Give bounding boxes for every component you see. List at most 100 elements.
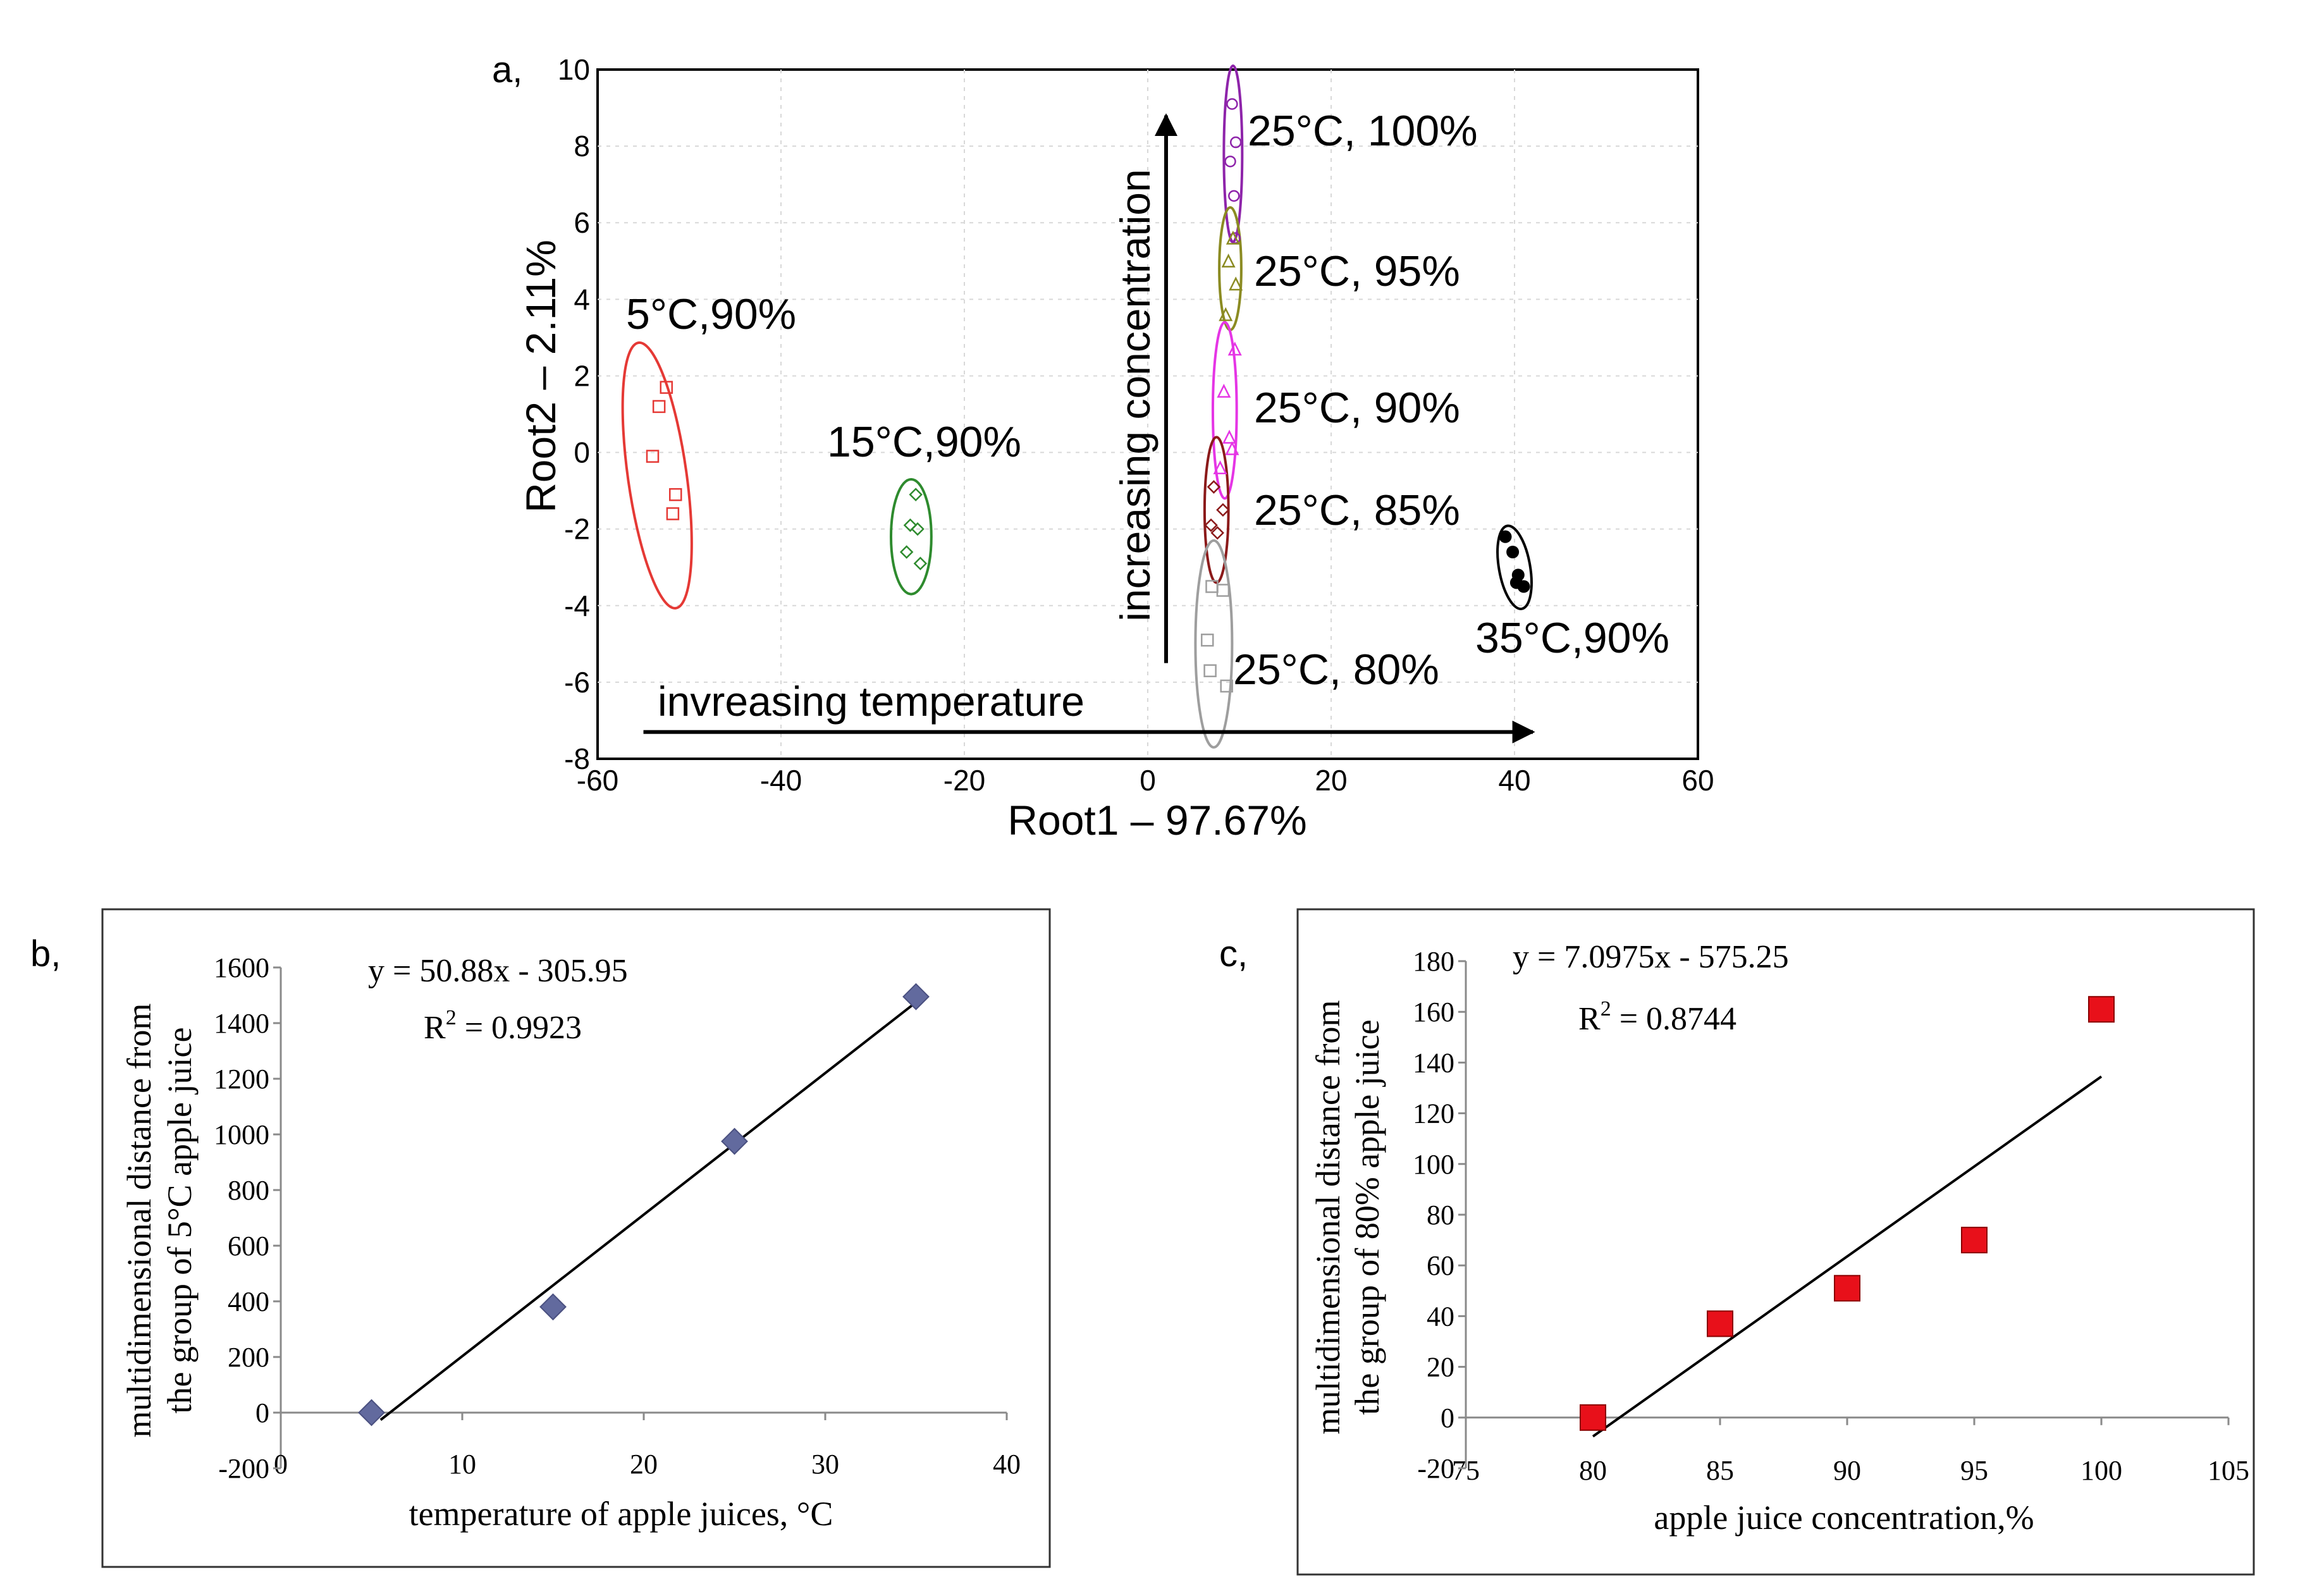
panel-a-points xyxy=(646,98,1530,693)
panel-c-r2-sup: 2 xyxy=(1601,997,1611,1021)
group-ellipse-4 xyxy=(1211,321,1238,500)
panel-b-r2-label: R xyxy=(424,1010,446,1046)
panel-a-y-tick-label: -6 xyxy=(564,666,590,699)
panel-b-axes xyxy=(280,967,1007,1468)
panel-c-r2-value: = 0.8744 xyxy=(1611,1001,1736,1037)
b-y-tick-label: -200 xyxy=(218,1453,269,1484)
c-y-tick-label: 140 xyxy=(1413,1047,1454,1078)
group-6-point xyxy=(1220,679,1233,693)
group-4-point xyxy=(1222,429,1237,444)
c-x-tick-label: 105 xyxy=(2208,1455,2249,1486)
c-y-tick-label: -20 xyxy=(1417,1453,1454,1484)
group-0-point xyxy=(652,400,666,414)
c-x-tick-label: 90 xyxy=(1833,1455,1861,1486)
panel-b-x-ticks: 0 10 20 30 40 xyxy=(274,1413,1021,1480)
panel-c-r2-label: R xyxy=(1578,1001,1601,1037)
panel-b-x-axis-title: temperature of apple juices, °C xyxy=(409,1495,833,1533)
b-y-tick-label: 1600 xyxy=(214,952,269,983)
panel-c-x-ticks: 75 80 85 90 95 100 105 xyxy=(1452,1417,2249,1486)
b-y-tick-label: 1200 xyxy=(214,1064,269,1095)
panel-c-outer-frame xyxy=(1296,908,2255,1576)
group-2-point xyxy=(1229,136,1242,149)
panel-b-equation: y = 50.88x - 305.95 xyxy=(368,953,628,989)
c-data-point xyxy=(1961,1227,1988,1254)
panel-c-r-squared: R2 = 0.8744 xyxy=(1578,997,1736,1037)
b-data-point xyxy=(902,983,930,1010)
panel-b-label: b, xyxy=(30,933,61,974)
group-label-4: 25°C, 90% xyxy=(1254,384,1460,432)
group-1-point xyxy=(899,545,914,559)
group-label-3: 25°C, 95% xyxy=(1254,247,1460,295)
b-y-tick-label: 0 xyxy=(255,1397,269,1428)
c-y-tick-label: 100 xyxy=(1413,1149,1454,1180)
panel-b-outer-frame xyxy=(101,908,1051,1568)
c-data-point xyxy=(2088,996,2115,1023)
panel-b-r2-sup: 2 xyxy=(446,1006,457,1029)
group-4-point xyxy=(1213,460,1227,475)
panel-c-label: c, xyxy=(1219,933,1248,974)
panel-c-x-axis-title: apple juice concentration,% xyxy=(1654,1499,2034,1537)
panel-c-y-ticks: -20 0 20 40 60 80 100 120 140 160 180 xyxy=(1413,946,1466,1484)
panel-a-x-tick-label: -60 xyxy=(577,764,618,797)
panel-a-x-tick-label: -20 xyxy=(943,764,985,797)
panel-a-y-tick-label: 0 xyxy=(574,436,590,469)
panel-a-x-tick-label: 60 xyxy=(1681,764,1714,797)
group-0-point xyxy=(646,450,660,463)
panel-a: a, invreasing temperature increasing conc… xyxy=(492,49,1714,844)
group-3-point xyxy=(1219,307,1233,321)
panel-a-y-tick-label: -8 xyxy=(564,742,590,775)
arrow-label-concentration: increasing concentration xyxy=(1112,169,1158,621)
panel-c-trendline xyxy=(1592,1075,2103,1438)
group-1-point xyxy=(909,488,923,501)
group-ellipse-1 xyxy=(890,477,933,596)
group-3-point xyxy=(1226,230,1240,245)
c-x-tick-label: 100 xyxy=(2080,1455,2122,1486)
group-label-7: 35°C,90% xyxy=(1475,614,1669,662)
panel-a-x-tick-label: 0 xyxy=(1140,764,1156,797)
panel-c-y-axis-title-line1: multidimensional distance from xyxy=(1309,1000,1347,1435)
group-label-2: 25°C, 100% xyxy=(1248,107,1478,155)
b-x-tick-label: 40 xyxy=(993,1449,1021,1480)
panel-a-label: a, xyxy=(492,49,522,90)
panel-c-points xyxy=(1580,996,2115,1431)
group-3-point xyxy=(1229,276,1243,291)
panel-b-r2-value: = 0.9923 xyxy=(457,1010,582,1046)
c-x-tick-label: 80 xyxy=(1579,1455,1607,1486)
group-ellipse-2 xyxy=(1222,64,1244,243)
panel-a-arrows: invreasing temperature increasing concent… xyxy=(643,113,1535,744)
panel-a-x-tick-label: 40 xyxy=(1498,764,1530,797)
group-6-point xyxy=(1216,584,1230,597)
group-ellipse-0 xyxy=(621,341,693,610)
b-y-tick-label: 600 xyxy=(228,1231,269,1261)
group-7-point xyxy=(1506,546,1520,558)
b-y-tick-label: 400 xyxy=(228,1286,269,1317)
panel-a-x-axis-title: Root1 – 97.67% xyxy=(1007,797,1306,844)
b-y-tick-label: 1000 xyxy=(214,1119,269,1150)
c-x-tick-label: 85 xyxy=(1706,1455,1734,1486)
group-label-6: 25°C, 80% xyxy=(1233,646,1439,694)
group-2-point xyxy=(1228,190,1240,202)
panel-c: c, 75 80 85 90 95 100 105 -20 0 20 40 60 80 100 120 14… xyxy=(1219,908,2255,1576)
group-7-point xyxy=(1499,530,1512,543)
c-x-tick-label: 75 xyxy=(1452,1455,1480,1486)
group-0-point xyxy=(666,507,680,520)
group-2-point xyxy=(1226,98,1238,110)
c-data-point xyxy=(1580,1404,1606,1431)
c-y-tick-label: 160 xyxy=(1413,997,1454,1028)
b-data-point xyxy=(721,1127,748,1155)
b-trendline-line xyxy=(379,1001,917,1421)
group-1-point xyxy=(913,556,928,570)
panel-b-trendline xyxy=(379,1001,917,1421)
group-6-point xyxy=(1203,664,1217,677)
panel-a-y-tick-label: 2 xyxy=(574,359,590,392)
group-2-point xyxy=(1224,156,1236,168)
panel-a-x-tick-label: 20 xyxy=(1315,764,1347,797)
c-y-tick-label: 120 xyxy=(1413,1098,1454,1129)
c-y-tick-label: 0 xyxy=(1441,1403,1454,1433)
panel-b-points xyxy=(358,983,930,1427)
panel-a-plot-frame xyxy=(596,68,1699,760)
c-y-tick-label: 20 xyxy=(1427,1352,1454,1383)
group-1-point xyxy=(903,518,918,532)
b-y-tick-label: 800 xyxy=(228,1175,269,1206)
panel-a-y-ticks: -8 -6 -4 -2 0 2 4 6 8 10 xyxy=(558,53,590,775)
